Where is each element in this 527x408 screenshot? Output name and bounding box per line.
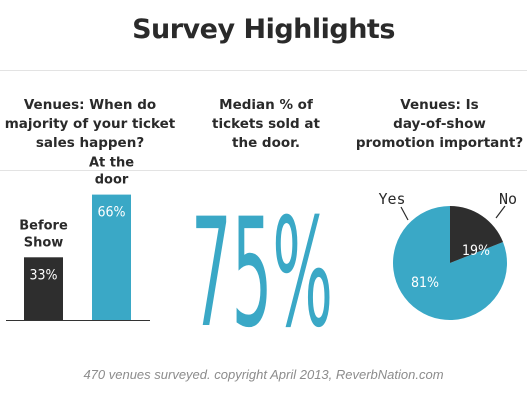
bar-value-label: 33% [30, 267, 58, 283]
question-line: promotion important? [355, 135, 524, 151]
pie-value-label-yes: 81% [411, 275, 439, 291]
questions-divider [0, 170, 527, 171]
question-line: day-of-show [393, 116, 486, 132]
bar [92, 194, 131, 320]
pie-leader-line-no [495, 205, 506, 219]
question-door-sales: Median % of tickets sold at the door. [180, 96, 352, 153]
bar-category-label: Before [19, 218, 68, 233]
question-line: sales happen? [35, 135, 145, 151]
question-line: Median % of [219, 97, 313, 113]
question-promotion: Venues: Is day-of-show promotion importa… [352, 96, 527, 153]
pie-legend-label-no: No [499, 190, 517, 208]
page-title: Survey Highlights [132, 14, 395, 45]
pie-slice-yes [393, 206, 508, 321]
title-divider [0, 70, 527, 71]
question-line: the door. [232, 135, 300, 151]
bar [24, 257, 63, 320]
bar-category-label: door [95, 173, 129, 188]
question-line: Venues: Is [400, 97, 479, 113]
bar-value-label: 66% [98, 205, 126, 221]
footer-note: 470 venues surveyed. copyright April 201… [83, 367, 444, 382]
pie-value-label-no: 19% [462, 243, 490, 259]
big-percent-value: 75% [191, 187, 333, 361]
question-line: majority of your ticket [4, 116, 176, 132]
question-line: tickets sold at [212, 116, 320, 132]
pie-legend-label-yes: Yes [378, 190, 405, 208]
pie-leader-line-yes [400, 206, 409, 221]
question-line: Venues: When do [23, 97, 157, 113]
bar-category-label: At the [89, 156, 134, 171]
bar-category-label: Show [24, 235, 64, 250]
question-ticket-timing: Venues: When do majority of your ticket … [0, 96, 180, 153]
pie-slice-no [450, 205, 503, 263]
